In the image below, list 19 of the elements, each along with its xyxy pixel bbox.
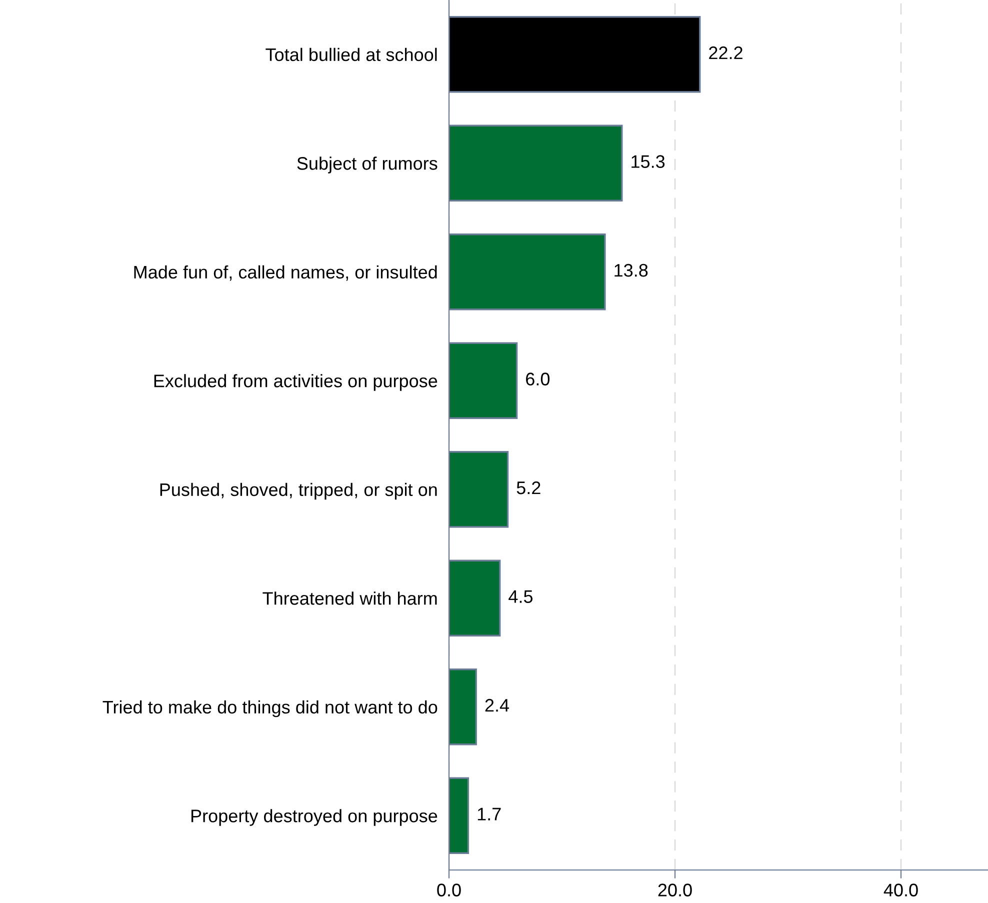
data-label: 22.2 [709,46,742,60]
data-label: 13.8 [614,264,648,277]
data-label: 4.5 [508,590,533,603]
y-tick-label: Property destroyed on purpose [191,809,438,826]
x-tick-label: 0.0 [437,884,461,896]
y-tick-label: Total bullied at school [266,48,437,62]
data-label: 15.3 [632,155,665,168]
x-tick-label: 20.0 [658,884,692,896]
y-tick-label: Threatened with harm [262,592,437,605]
x-tick-label: 40.0 [884,884,918,896]
y-tick-label: Pushed, shoved, tripped, or spit on [160,482,437,500]
y-tick-label: Tried to make do things did not want to do [102,700,438,718]
y-tick-label: Subject of rumors [297,156,438,174]
data-label: 5.2 [516,481,540,494]
data-label: 1.7 [478,808,501,820]
data-label: 2.4 [485,698,510,712]
y-tick-label: Made fun of, called names, or insulted [134,265,437,281]
y-tick-label: Excluded from activities on purpose [154,374,438,391]
data-label: 6.0 [526,372,550,386]
